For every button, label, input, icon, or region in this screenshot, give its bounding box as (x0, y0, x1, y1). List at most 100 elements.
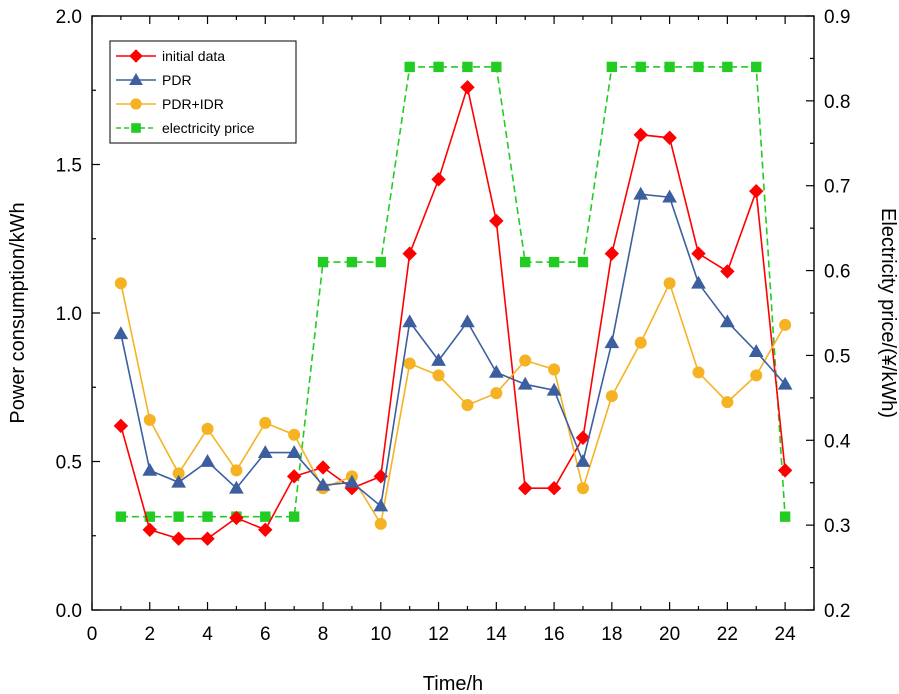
data-point-electricity-price (520, 256, 531, 268)
data-point-pdr (517, 376, 533, 390)
data-point-pdr-idr (750, 369, 763, 382)
legend-box (109, 40, 297, 144)
data-point-pdr (633, 186, 649, 200)
x-tick-label: 2 (144, 624, 155, 645)
data-point-electricity-price (404, 61, 415, 73)
y-right-tick-label: 0.3 (824, 516, 850, 537)
x-tick-label: 10 (370, 624, 391, 645)
data-point-pdr-idr (605, 390, 618, 403)
data-point-electricity-price (635, 61, 646, 73)
x-tick-label: 18 (601, 624, 622, 645)
data-point-pdr-idr (114, 277, 127, 290)
data-point-initial-data (113, 418, 129, 434)
data-point-pdr (229, 480, 244, 494)
data-point-initial-data (489, 213, 504, 229)
y-left-tick-label: 0.5 (56, 453, 82, 474)
data-point-pdr (344, 474, 360, 488)
x-tick-label: 16 (544, 624, 565, 645)
x-tick-label: 22 (717, 624, 738, 645)
data-point-pdr (748, 344, 764, 357)
y-left-tick-label: 2.0 (56, 7, 82, 28)
data-point-pdr (662, 189, 677, 203)
data-point-pdr (546, 382, 562, 396)
x-tick-label: 4 (202, 624, 213, 645)
data-point-pdr-idr (201, 422, 214, 435)
data-point-pdr (142, 462, 158, 476)
data-point-pdr-idr (432, 369, 445, 382)
data-point-pdr-idr (721, 396, 734, 409)
data-point-initial-data (546, 481, 562, 496)
y-left-tick-label: 0.0 (56, 601, 82, 622)
y-left-tick-label: 1.5 (56, 156, 82, 177)
data-point-electricity-price (317, 256, 329, 268)
data-point-pdr (315, 477, 331, 491)
x-tick-label: 24 (775, 624, 797, 645)
data-point-initial-data (229, 510, 244, 526)
data-point-initial-data (315, 460, 331, 475)
x-tick-label: 20 (659, 624, 680, 645)
data-point-electricity-price (751, 61, 762, 73)
legend-marker-initial-data (129, 49, 143, 63)
data-point-electricity-price (433, 61, 444, 73)
x-tick-label: 12 (428, 624, 449, 645)
data-point-electricity-price (375, 256, 386, 268)
legend-marker-electricity-price (131, 123, 141, 133)
y-axis-right-title: Electricity price/(¥/kWh) (877, 208, 899, 418)
y-left-tick-label: 1.0 (56, 304, 82, 325)
data-point-initial-data (662, 130, 677, 145)
series-line-pdr (120, 193, 786, 508)
x-tick-label: 6 (260, 624, 271, 645)
data-point-initial-data (517, 481, 533, 496)
data-point-pdr-idr (259, 416, 272, 429)
data-point-initial-data (142, 522, 157, 538)
legend-label-initial-data: initial data (162, 48, 225, 64)
x-axis-title: Time/h (423, 673, 483, 694)
data-point-initial-data (777, 463, 793, 478)
legend-label-pdr: PDR (162, 72, 192, 88)
y-right-tick-label: 0.4 (824, 431, 851, 452)
data-point-electricity-price (491, 61, 502, 73)
data-point-electricity-price (202, 511, 213, 522)
data-point-pdr (460, 314, 475, 328)
data-point-pdr-idr (288, 428, 301, 441)
data-point-pdr-idr (143, 413, 156, 426)
y-right-tick-label: 0.5 (824, 346, 850, 367)
data-point-initial-data (460, 80, 475, 95)
data-point-initial-data (286, 469, 302, 484)
data-point-pdr (257, 445, 273, 458)
data-point-initial-data (575, 430, 591, 445)
data-point-electricity-price (462, 61, 473, 73)
data-point-pdr (604, 335, 620, 349)
data-point-initial-data (604, 246, 620, 261)
data-point-initial-data (402, 246, 417, 261)
x-tick-label: 0 (87, 624, 98, 645)
data-point-electricity-price (144, 511, 155, 522)
data-point-pdr-idr (663, 277, 676, 290)
data-point-pdr-idr (634, 336, 647, 349)
data-point-initial-data (633, 127, 648, 143)
data-point-electricity-price (115, 511, 127, 522)
data-point-pdr-idr (461, 399, 474, 412)
data-point-electricity-price (288, 511, 300, 522)
y-right-tick-label: 0.2 (824, 601, 850, 622)
data-point-electricity-price (664, 61, 675, 73)
data-point-initial-data (720, 264, 735, 279)
data-point-pdr-idr (403, 357, 416, 370)
data-point-electricity-price (548, 256, 560, 268)
data-point-pdr (402, 314, 418, 328)
data-point-initial-data (258, 522, 273, 538)
y-right-tick-label: 0.9 (824, 7, 850, 28)
series-initial-data (113, 80, 793, 546)
y-right-tick-label: 0.8 (824, 92, 850, 113)
data-point-pdr (200, 453, 215, 467)
data-point-electricity-price (722, 61, 733, 73)
data-point-initial-data (691, 246, 706, 261)
data-point-pdr-idr (519, 354, 532, 367)
data-point-electricity-price (693, 61, 704, 73)
data-point-initial-data (749, 184, 764, 199)
data-point-pdr (691, 275, 706, 289)
data-point-pdr-idr (692, 366, 705, 379)
y-right-tick-label: 0.6 (824, 262, 850, 283)
data-point-pdr (575, 453, 591, 467)
